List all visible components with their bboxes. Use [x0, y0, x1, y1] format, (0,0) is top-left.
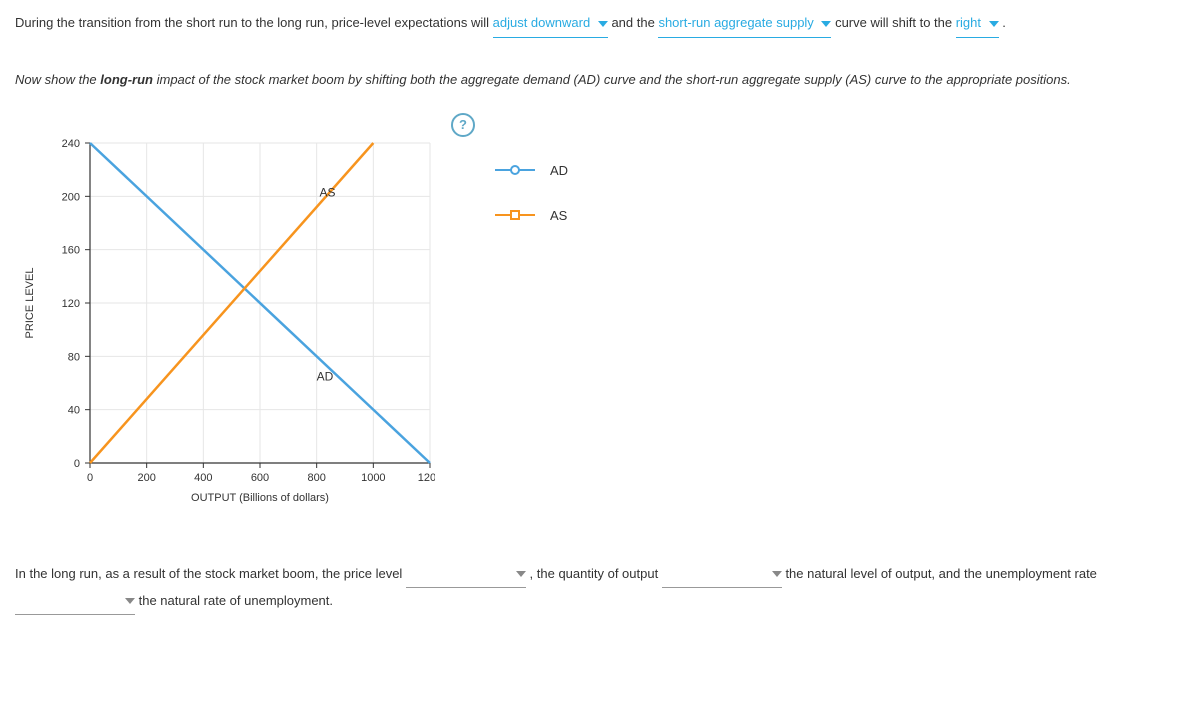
dropdown-output[interactable]	[662, 561, 782, 588]
dropdown-unemployment[interactable]	[15, 588, 135, 615]
legend-item-ad[interactable]: AD	[495, 163, 568, 178]
help-icon: ?	[459, 117, 467, 132]
legend-label-ad: AD	[550, 163, 568, 178]
svg-text:200: 200	[137, 472, 155, 484]
bottom-sentence: In the long run, as a result of the stoc…	[15, 561, 1185, 615]
svg-text:0: 0	[87, 472, 93, 484]
chart-wrap: 0 200 400 600 800 1000 1200 0 40 80 120 160 200 240 OU…	[15, 113, 435, 516]
intro-text-1: During the transition from the short run…	[15, 15, 493, 30]
square-marker-icon	[510, 210, 520, 220]
svg-text:1200: 1200	[418, 472, 435, 484]
help-button[interactable]: ?	[451, 113, 475, 137]
legend-item-as[interactable]: AS	[495, 208, 568, 223]
caret-icon	[125, 598, 135, 604]
svg-text:120: 120	[62, 298, 80, 310]
svg-text:AS: AS	[320, 185, 336, 199]
intro-text-3: curve will shift to the	[835, 15, 956, 30]
svg-text:80: 80	[68, 351, 80, 363]
instruction-pre: Now show the	[15, 72, 100, 87]
intro-sentence: During the transition from the short run…	[15, 10, 1185, 38]
caret-icon	[598, 21, 608, 27]
intro-text-2: and the	[611, 15, 658, 30]
caret-icon	[989, 21, 999, 27]
dropdown-direction[interactable]: right	[956, 10, 999, 38]
svg-text:0: 0	[74, 458, 80, 470]
legend-handle-ad	[495, 169, 535, 171]
dropdown-curve-name-value: short-run aggregate supply	[658, 15, 813, 30]
bottom-text-3: the natural level of output, and the une…	[785, 566, 1096, 581]
dropdown-curve-name[interactable]: short-run aggregate supply	[658, 10, 831, 38]
legend-handle-as	[495, 214, 535, 216]
caret-icon	[821, 21, 831, 27]
svg-text:160: 160	[62, 244, 80, 256]
dropdown-direction-value: right	[956, 15, 981, 30]
dropdown-price-level[interactable]	[406, 561, 526, 588]
svg-text:400: 400	[194, 472, 212, 484]
dropdown-expectations[interactable]: adjust downward	[493, 10, 608, 38]
instruction-paragraph: Now show the long-run impact of the stoc…	[15, 68, 1185, 93]
svg-text:600: 600	[251, 472, 269, 484]
svg-text:1000: 1000	[361, 472, 385, 484]
legend-label-as: AS	[550, 208, 567, 223]
instruction-bold: long-run	[100, 72, 153, 87]
legend: AD AS	[495, 163, 568, 253]
svg-text:200: 200	[62, 191, 80, 203]
dropdown-expectations-value: adjust downward	[493, 15, 591, 30]
svg-text:PRICE LEVEL: PRICE LEVEL	[24, 267, 36, 338]
bottom-text-4: the natural rate of unemployment.	[139, 593, 333, 608]
bottom-text-2: , the quantity of output	[530, 566, 662, 581]
caret-icon	[772, 571, 782, 577]
svg-text:240: 240	[62, 138, 80, 150]
intro-text-4: .	[1002, 15, 1006, 30]
svg-text:OUTPUT (Billions of dollars): OUTPUT (Billions of dollars)	[191, 492, 329, 504]
circle-marker-icon	[510, 165, 520, 175]
chart-area: 0 200 400 600 800 1000 1200 0 40 80 120 160 200 240 OU…	[15, 113, 1185, 516]
svg-text:40: 40	[68, 404, 80, 416]
bottom-text-1: In the long run, as a result of the stoc…	[15, 566, 406, 581]
svg-text:800: 800	[307, 472, 325, 484]
ad-as-chart[interactable]: 0 200 400 600 800 1000 1200 0 40 80 120 160 200 240 OU…	[15, 113, 435, 513]
svg-text:AD: AD	[317, 369, 334, 383]
caret-icon	[516, 571, 526, 577]
instruction-post: impact of the stock market boom by shift…	[153, 72, 1071, 87]
